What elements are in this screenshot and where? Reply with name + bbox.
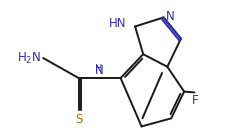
Text: S: S — [75, 113, 82, 126]
Text: H: H — [95, 64, 103, 74]
Text: N: N — [94, 64, 103, 77]
Text: HN: HN — [109, 17, 126, 30]
Text: H$_2$N: H$_2$N — [17, 51, 41, 66]
Text: F: F — [192, 94, 198, 107]
Text: N: N — [165, 10, 174, 23]
